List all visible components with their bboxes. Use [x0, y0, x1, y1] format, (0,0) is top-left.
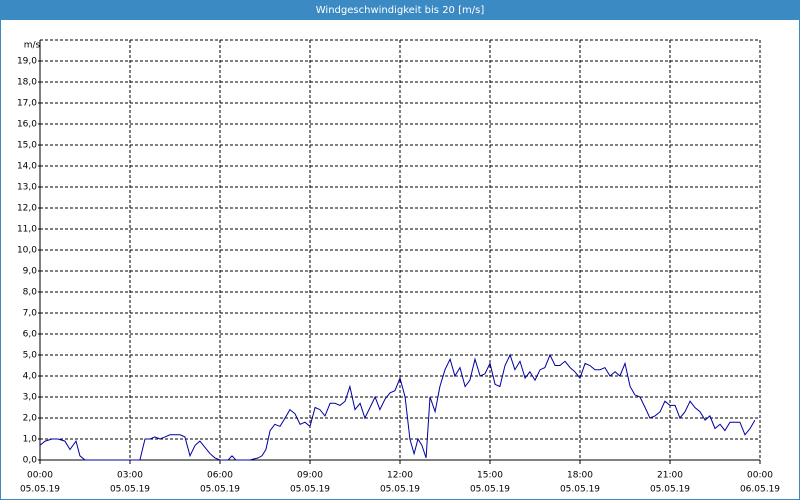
y-unit: m/s — [24, 41, 41, 51]
y-tick-label: 11,0 — [17, 225, 37, 235]
x-tick-date: 05.05.19 — [380, 485, 420, 495]
x-tick-label: 03:00 — [117, 471, 143, 481]
y-tick-label: 14,0 — [17, 162, 37, 172]
y-tick-label: 9,0 — [23, 267, 38, 277]
y-tick-label: 13,0 — [17, 183, 37, 193]
x-tick-label: 09:00 — [297, 471, 323, 481]
x-tick-date: 05.05.19 — [290, 485, 330, 495]
y-tick-label: 12,0 — [17, 204, 37, 214]
wind-line — [39, 353, 756, 461]
y-tick-label: 8,0 — [23, 288, 38, 298]
y-tick-label: 4,0 — [23, 372, 38, 382]
y-tick-label: 17,0 — [17, 99, 37, 109]
y-tick-label: 10,0 — [17, 246, 37, 256]
x-tick-date: 05.05.19 — [20, 485, 60, 495]
x-tick-date: 06.05.19 — [740, 485, 780, 495]
x-tick-date: 05.05.19 — [200, 485, 240, 495]
y-tick-label: 16,0 — [17, 120, 37, 130]
y-tick-label: 15,0 — [17, 141, 37, 151]
x-tick-label: 00:00 — [27, 471, 53, 481]
chart-title: Windgeschwindigkeit bis 20 [m/s] — [316, 5, 485, 16]
y-tick-label: 5,0 — [23, 351, 38, 361]
x-tick-label: 15:00 — [477, 471, 503, 481]
x-tick-date: 05.05.19 — [560, 485, 600, 495]
title-bar — [0, 0, 800, 20]
x-tick-date: 05.05.19 — [470, 485, 510, 495]
y-tick-label: 2,0 — [23, 414, 38, 424]
y-tick-label: 18,0 — [17, 78, 37, 88]
x-tick-label: 06:00 — [207, 471, 233, 481]
x-tick-date: 05.05.19 — [110, 485, 150, 495]
y-tick-label: 1,0 — [23, 435, 38, 445]
x-tick-label: 12:00 — [387, 471, 413, 481]
y-tick-label: 0,0 — [23, 456, 38, 466]
y-tick-label: 3,0 — [23, 393, 38, 403]
x-tick-label: 18:00 — [567, 471, 593, 481]
x-tick-label: 00:00 — [747, 471, 773, 481]
x-tick-label: 21:00 — [657, 471, 683, 481]
y-tick-label: 7,0 — [23, 309, 38, 319]
y-tick-label: 6,0 — [23, 330, 38, 340]
x-tick-date: 05.05.19 — [650, 485, 690, 495]
y-tick-label: 19,0 — [17, 57, 37, 67]
